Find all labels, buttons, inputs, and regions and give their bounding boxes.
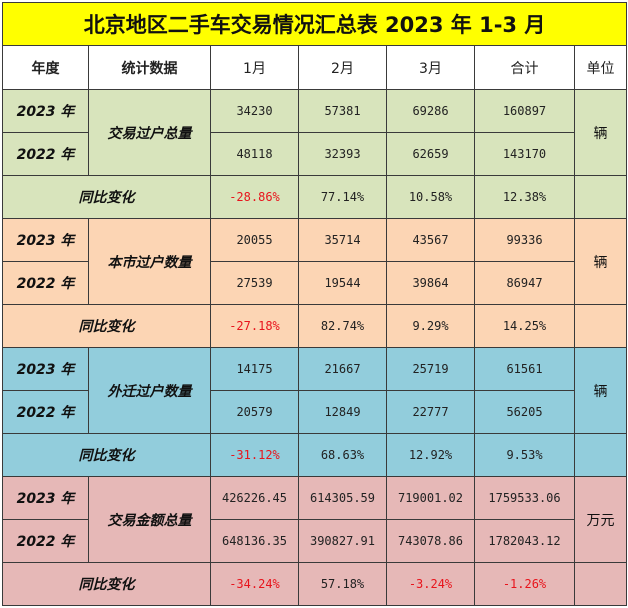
table-row: 2022 年 27539 19544 39864 86947 xyxy=(2,261,627,305)
year-cell: 2023 年 xyxy=(2,89,89,133)
year-cell: 2022 年 xyxy=(2,390,89,434)
empty-cell xyxy=(573,304,628,348)
table-row: 2022 年 648136.35 390827.91 743078.86 178… xyxy=(2,519,627,563)
yoy-cell: -3.24% xyxy=(386,562,475,606)
value-cell: 614305.59 xyxy=(298,476,387,520)
yoy-cell: 12.92% xyxy=(386,433,475,477)
yoy-row: 同比变化 -31.12% 68.63% 12.92% 9.53% xyxy=(2,433,628,477)
table-title: 北京地区二手车交易情况汇总表 2023 年 1-3 月 xyxy=(1,2,628,46)
year-cell: 2022 年 xyxy=(2,132,89,176)
table-row: 2022 年 48118 32393 62659 143170 xyxy=(2,132,627,176)
total-cell: 1759533.06 xyxy=(474,476,575,520)
value-cell: 25719 xyxy=(386,347,475,391)
header-feb: 2月 xyxy=(298,45,387,90)
value-cell: 39864 xyxy=(386,261,475,305)
yoy-cell: 77.14% xyxy=(298,175,387,219)
total-cell: 61561 xyxy=(474,347,575,391)
metric-cell: 交易过户总量 xyxy=(88,89,211,176)
yoy-cell: -1.26% xyxy=(474,562,575,606)
value-cell: 20055 xyxy=(210,218,299,262)
total-cell: 56205 xyxy=(474,390,575,434)
value-cell: 390827.91 xyxy=(298,519,387,563)
yoy-label: 同比变化 xyxy=(2,304,211,348)
table-row: 2023 年 交易金额总量 426226.45 614305.59 719001… xyxy=(2,476,628,563)
yoy-cell: -28.86% xyxy=(210,175,299,219)
table-row: 2023 年 外迁过户数量 14175 21667 25719 61561 辆 xyxy=(2,347,628,434)
value-cell: 22777 xyxy=(386,390,475,434)
yoy-cell: -27.18% xyxy=(210,304,299,348)
yoy-cell: 9.29% xyxy=(386,304,475,348)
value-cell: 69286 xyxy=(386,89,475,133)
header-year: 年度 xyxy=(2,45,89,90)
value-cell: 35714 xyxy=(298,218,387,262)
value-cell: 12849 xyxy=(298,390,387,434)
unit-cell: 辆 xyxy=(573,218,628,305)
value-cell: 32393 xyxy=(298,132,387,176)
yoy-row: 同比变化 -27.18% 82.74% 9.29% 14.25% xyxy=(2,304,628,348)
value-cell: 648136.35 xyxy=(210,519,299,563)
yoy-label: 同比变化 xyxy=(2,433,211,477)
value-cell: 743078.86 xyxy=(386,519,475,563)
value-cell: 21667 xyxy=(298,347,387,391)
yoy-cell: 57.18% xyxy=(298,562,387,606)
empty-cell xyxy=(573,562,628,606)
year-cell: 2023 年 xyxy=(2,476,89,520)
table-row: 2023 年 本市过户数量 20055 35714 43567 99336 辆 xyxy=(2,218,628,305)
yoy-row: 同比变化 -34.24% 57.18% -3.24% -1.26% xyxy=(2,562,628,606)
header-unit: 单位 xyxy=(573,45,628,90)
value-cell: 14175 xyxy=(210,347,299,391)
value-cell: 62659 xyxy=(386,132,475,176)
table-row: 2022 年 20579 12849 22777 56205 xyxy=(2,390,627,434)
metric-cell: 本市过户数量 xyxy=(88,218,211,305)
header-jan: 1月 xyxy=(210,45,299,90)
yoy-cell: 9.53% xyxy=(474,433,575,477)
yoy-cell: 14.25% xyxy=(474,304,575,348)
year-cell: 2022 年 xyxy=(2,261,89,305)
yoy-cell: 10.58% xyxy=(386,175,475,219)
total-cell: 143170 xyxy=(474,132,575,176)
total-cell: 160897 xyxy=(474,89,575,133)
value-cell: 426226.45 xyxy=(210,476,299,520)
year-cell: 2023 年 xyxy=(2,218,89,262)
metric-cell: 外迁过户数量 xyxy=(88,347,211,434)
value-cell: 48118 xyxy=(210,132,299,176)
yoy-cell: 82.74% xyxy=(298,304,387,348)
year-cell: 2023 年 xyxy=(2,347,89,391)
total-cell: 99336 xyxy=(474,218,575,262)
unit-cell: 辆 xyxy=(573,347,628,434)
metric-cell: 交易金额总量 xyxy=(88,476,211,563)
value-cell: 19544 xyxy=(298,261,387,305)
value-cell: 34230 xyxy=(210,89,299,133)
yoy-cell: -34.24% xyxy=(210,562,299,606)
empty-cell xyxy=(573,175,628,219)
year-cell: 2022 年 xyxy=(2,519,89,563)
header-total: 合计 xyxy=(474,45,575,90)
yoy-cell: 12.38% xyxy=(474,175,575,219)
header-mar: 3月 xyxy=(386,45,475,90)
table-row: 2023 年 交易过户总量 34230 57381 69286 160897 辆 xyxy=(2,89,628,176)
header-row: 年度 统计数据 1月 2月 3月 合计 单位 xyxy=(2,45,628,90)
header-metric: 统计数据 xyxy=(88,45,211,90)
yoy-cell: -31.12% xyxy=(210,433,299,477)
value-cell: 43567 xyxy=(386,218,475,262)
value-cell: 27539 xyxy=(210,261,299,305)
yoy-cell: 68.63% xyxy=(298,433,387,477)
yoy-label: 同比变化 xyxy=(2,562,211,606)
empty-cell xyxy=(573,433,628,477)
yoy-label: 同比变化 xyxy=(2,175,211,219)
yoy-row: 同比变化 -28.86% 77.14% 10.58% 12.38% xyxy=(2,175,628,219)
total-cell: 86947 xyxy=(474,261,575,305)
unit-cell: 万元 xyxy=(573,476,628,563)
total-cell: 1782043.12 xyxy=(474,519,575,563)
value-cell: 719001.02 xyxy=(386,476,475,520)
value-cell: 57381 xyxy=(298,89,387,133)
unit-cell: 辆 xyxy=(573,89,628,176)
value-cell: 20579 xyxy=(210,390,299,434)
